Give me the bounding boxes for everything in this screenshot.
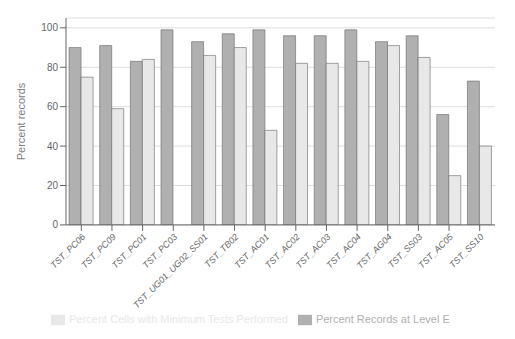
svg-text:TST_PC06: TST_PC06 bbox=[48, 231, 88, 271]
svg-text:TST_UG01_UG02_SS01: TST_UG01_UG02_SS01 bbox=[131, 232, 210, 311]
svg-text:TST_AC03: TST_AC03 bbox=[293, 231, 333, 271]
svg-text:TST_PC01: TST_PC01 bbox=[110, 231, 149, 271]
svg-text:TST_PC03: TST_PC03 bbox=[140, 231, 180, 271]
svg-text:100: 100 bbox=[41, 22, 58, 33]
svg-text:TST_TB02: TST_TB02 bbox=[202, 231, 241, 270]
svg-text:TST_AG04: TST_AG04 bbox=[354, 231, 394, 271]
svg-text:20: 20 bbox=[47, 180, 59, 191]
svg-text:0: 0 bbox=[52, 219, 58, 230]
svg-text:TST_AC05: TST_AC05 bbox=[416, 231, 455, 271]
svg-text:60: 60 bbox=[47, 101, 59, 112]
svg-text:TST_AC04: TST_AC04 bbox=[324, 231, 363, 271]
html-text:Percent Cells with Minimum Tes: Percent Cells with Minimum Tests Perform… bbox=[69, 312, 288, 325]
svg-text:80: 80 bbox=[47, 62, 59, 73]
svg-text:TST_SS10: TST_SS10 bbox=[447, 232, 485, 270]
svg-text:TST_SS03: TST_SS03 bbox=[386, 231, 425, 270]
svg-text:TST_PC09: TST_PC09 bbox=[79, 231, 118, 271]
svg-text:Percent records: Percent records bbox=[15, 82, 27, 160]
svg-text:TST_AC02: TST_AC02 bbox=[263, 231, 302, 271]
html-text:Percent Records at Level E: Percent Records at Level E bbox=[315, 312, 450, 325]
svg-text:TST_AC01: TST_AC01 bbox=[232, 231, 272, 271]
svg-text:40: 40 bbox=[47, 141, 59, 152]
